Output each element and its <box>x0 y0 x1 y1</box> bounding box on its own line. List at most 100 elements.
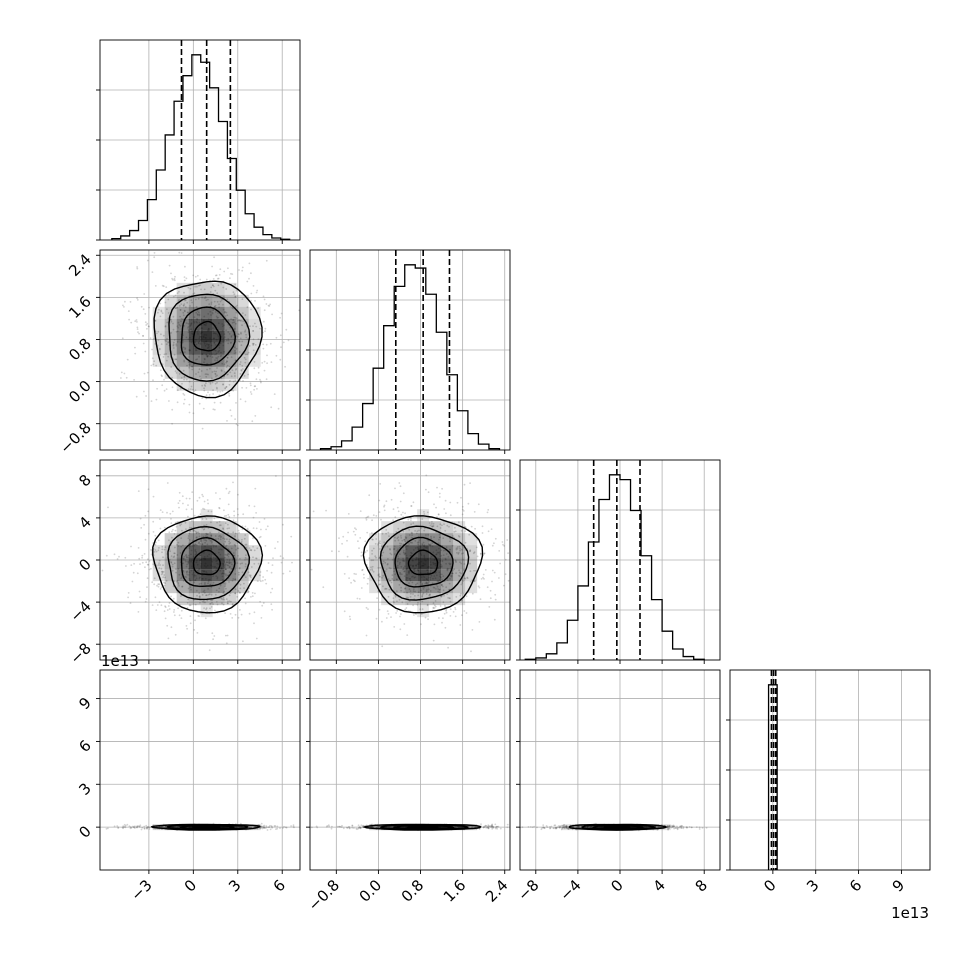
scatter-point <box>186 573 189 576</box>
scatter-point <box>402 511 404 514</box>
scatter-point <box>196 632 199 634</box>
scatter-point <box>251 595 254 598</box>
scatter-point <box>204 373 207 376</box>
scatter-point <box>241 365 244 367</box>
scatter-point <box>399 485 402 488</box>
scatter-point <box>211 541 213 544</box>
density-block <box>152 318 165 331</box>
density-block <box>188 378 201 391</box>
scatter-point <box>158 601 161 603</box>
density-block <box>248 545 261 558</box>
density-block <box>200 569 213 582</box>
scatter-point <box>245 387 248 389</box>
scatter-point <box>224 315 227 317</box>
scatter-point <box>240 613 243 616</box>
scatter-point <box>143 293 146 295</box>
scatter-point <box>230 318 233 321</box>
scatter-point <box>186 311 189 314</box>
scatter-point <box>460 583 463 586</box>
scatter-point <box>416 541 419 544</box>
scatter-point <box>134 352 137 355</box>
contour-p0-p2-0 <box>192 549 221 576</box>
scatter-point <box>414 530 416 532</box>
scatter-point <box>241 266 244 269</box>
contour-p0-p1-2 <box>168 293 251 382</box>
scatter-point <box>454 526 456 529</box>
scatter-point <box>469 550 471 553</box>
scatter-point <box>366 549 369 552</box>
scatter-point <box>428 594 430 597</box>
contour-p1-p2-1 <box>394 536 454 588</box>
scatter-point <box>254 592 256 595</box>
scatter-point <box>481 532 484 534</box>
scatter-point <box>236 596 239 598</box>
scatter-point <box>136 826 139 829</box>
scatter-point <box>238 340 240 342</box>
scatter-point <box>381 576 383 579</box>
scatter-point <box>428 588 430 591</box>
scatter-point <box>238 567 241 570</box>
scatter-point <box>260 528 262 531</box>
scatter-point <box>148 826 151 829</box>
scatter-point <box>248 574 251 576</box>
scatter-point <box>421 595 423 598</box>
scatter-point <box>141 554 144 557</box>
scatter-point <box>393 601 395 604</box>
scatter-point <box>187 537 190 540</box>
scatter-point <box>478 828 481 830</box>
scatter-point <box>151 604 154 606</box>
scatter-point <box>187 515 189 518</box>
scatter-point <box>135 319 138 321</box>
scatter-point <box>172 597 175 600</box>
scatter-point <box>197 531 200 534</box>
scatter-point <box>466 577 469 580</box>
scatter-point <box>245 543 248 546</box>
scatter-point <box>392 597 395 600</box>
scatter-point <box>233 346 236 349</box>
scatter-point <box>121 826 124 829</box>
scatter-point <box>171 569 174 572</box>
scatter-point <box>183 299 186 302</box>
scatter-point <box>494 537 497 540</box>
scatter-point <box>233 352 236 355</box>
scatter-point <box>229 380 231 382</box>
scatter-point <box>244 314 247 316</box>
scatter-point <box>229 613 232 615</box>
density-block <box>248 330 261 343</box>
scatter-point <box>192 530 195 532</box>
scatter-point <box>404 587 407 590</box>
scatter-point <box>178 251 181 254</box>
scatter-point <box>263 826 266 829</box>
scatter-point <box>271 313 273 316</box>
scatter-point <box>244 330 246 333</box>
scatter-point <box>184 310 186 313</box>
scatter-point <box>226 634 229 637</box>
scatter-point <box>377 567 380 569</box>
scatter-point <box>177 583 180 585</box>
scatter-point <box>410 517 412 519</box>
contour-p1-p2-2 <box>379 525 470 601</box>
scatter-point <box>506 826 509 829</box>
scatter-point <box>186 601 189 604</box>
scatter-point <box>232 307 235 310</box>
scatter-point <box>240 332 242 335</box>
scatter-point <box>205 394 208 397</box>
density-block <box>200 533 213 546</box>
scatter-point <box>359 537 362 539</box>
scatter-point <box>183 359 186 362</box>
scatter-point <box>480 554 483 556</box>
scatter-point <box>387 613 390 615</box>
scatter-point <box>244 557 247 559</box>
density-block <box>236 294 249 307</box>
scatter-point <box>252 325 254 327</box>
scatter-point <box>215 370 218 373</box>
scatter-point <box>172 341 175 344</box>
density-block <box>188 282 201 295</box>
scatter-point <box>243 582 245 585</box>
scatter-point <box>362 826 364 829</box>
scatter-point <box>394 536 396 539</box>
scatter-point <box>226 356 229 359</box>
scatter-point <box>217 537 220 540</box>
scatter-point <box>216 300 219 303</box>
